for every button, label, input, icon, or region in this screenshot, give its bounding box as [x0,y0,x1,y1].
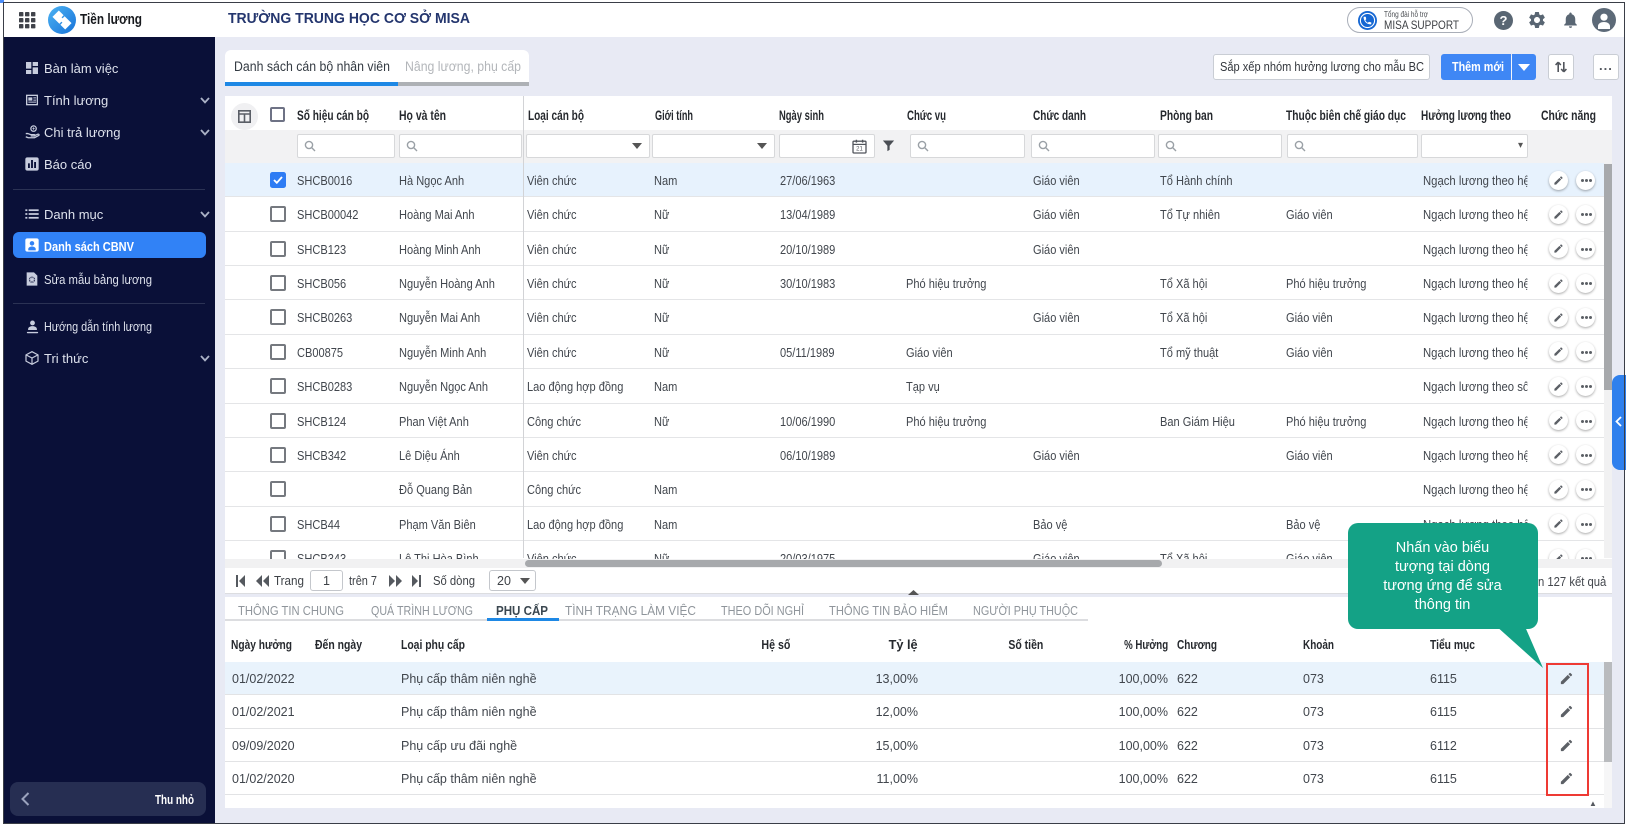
svg-text:21: 21 [856,147,863,153]
